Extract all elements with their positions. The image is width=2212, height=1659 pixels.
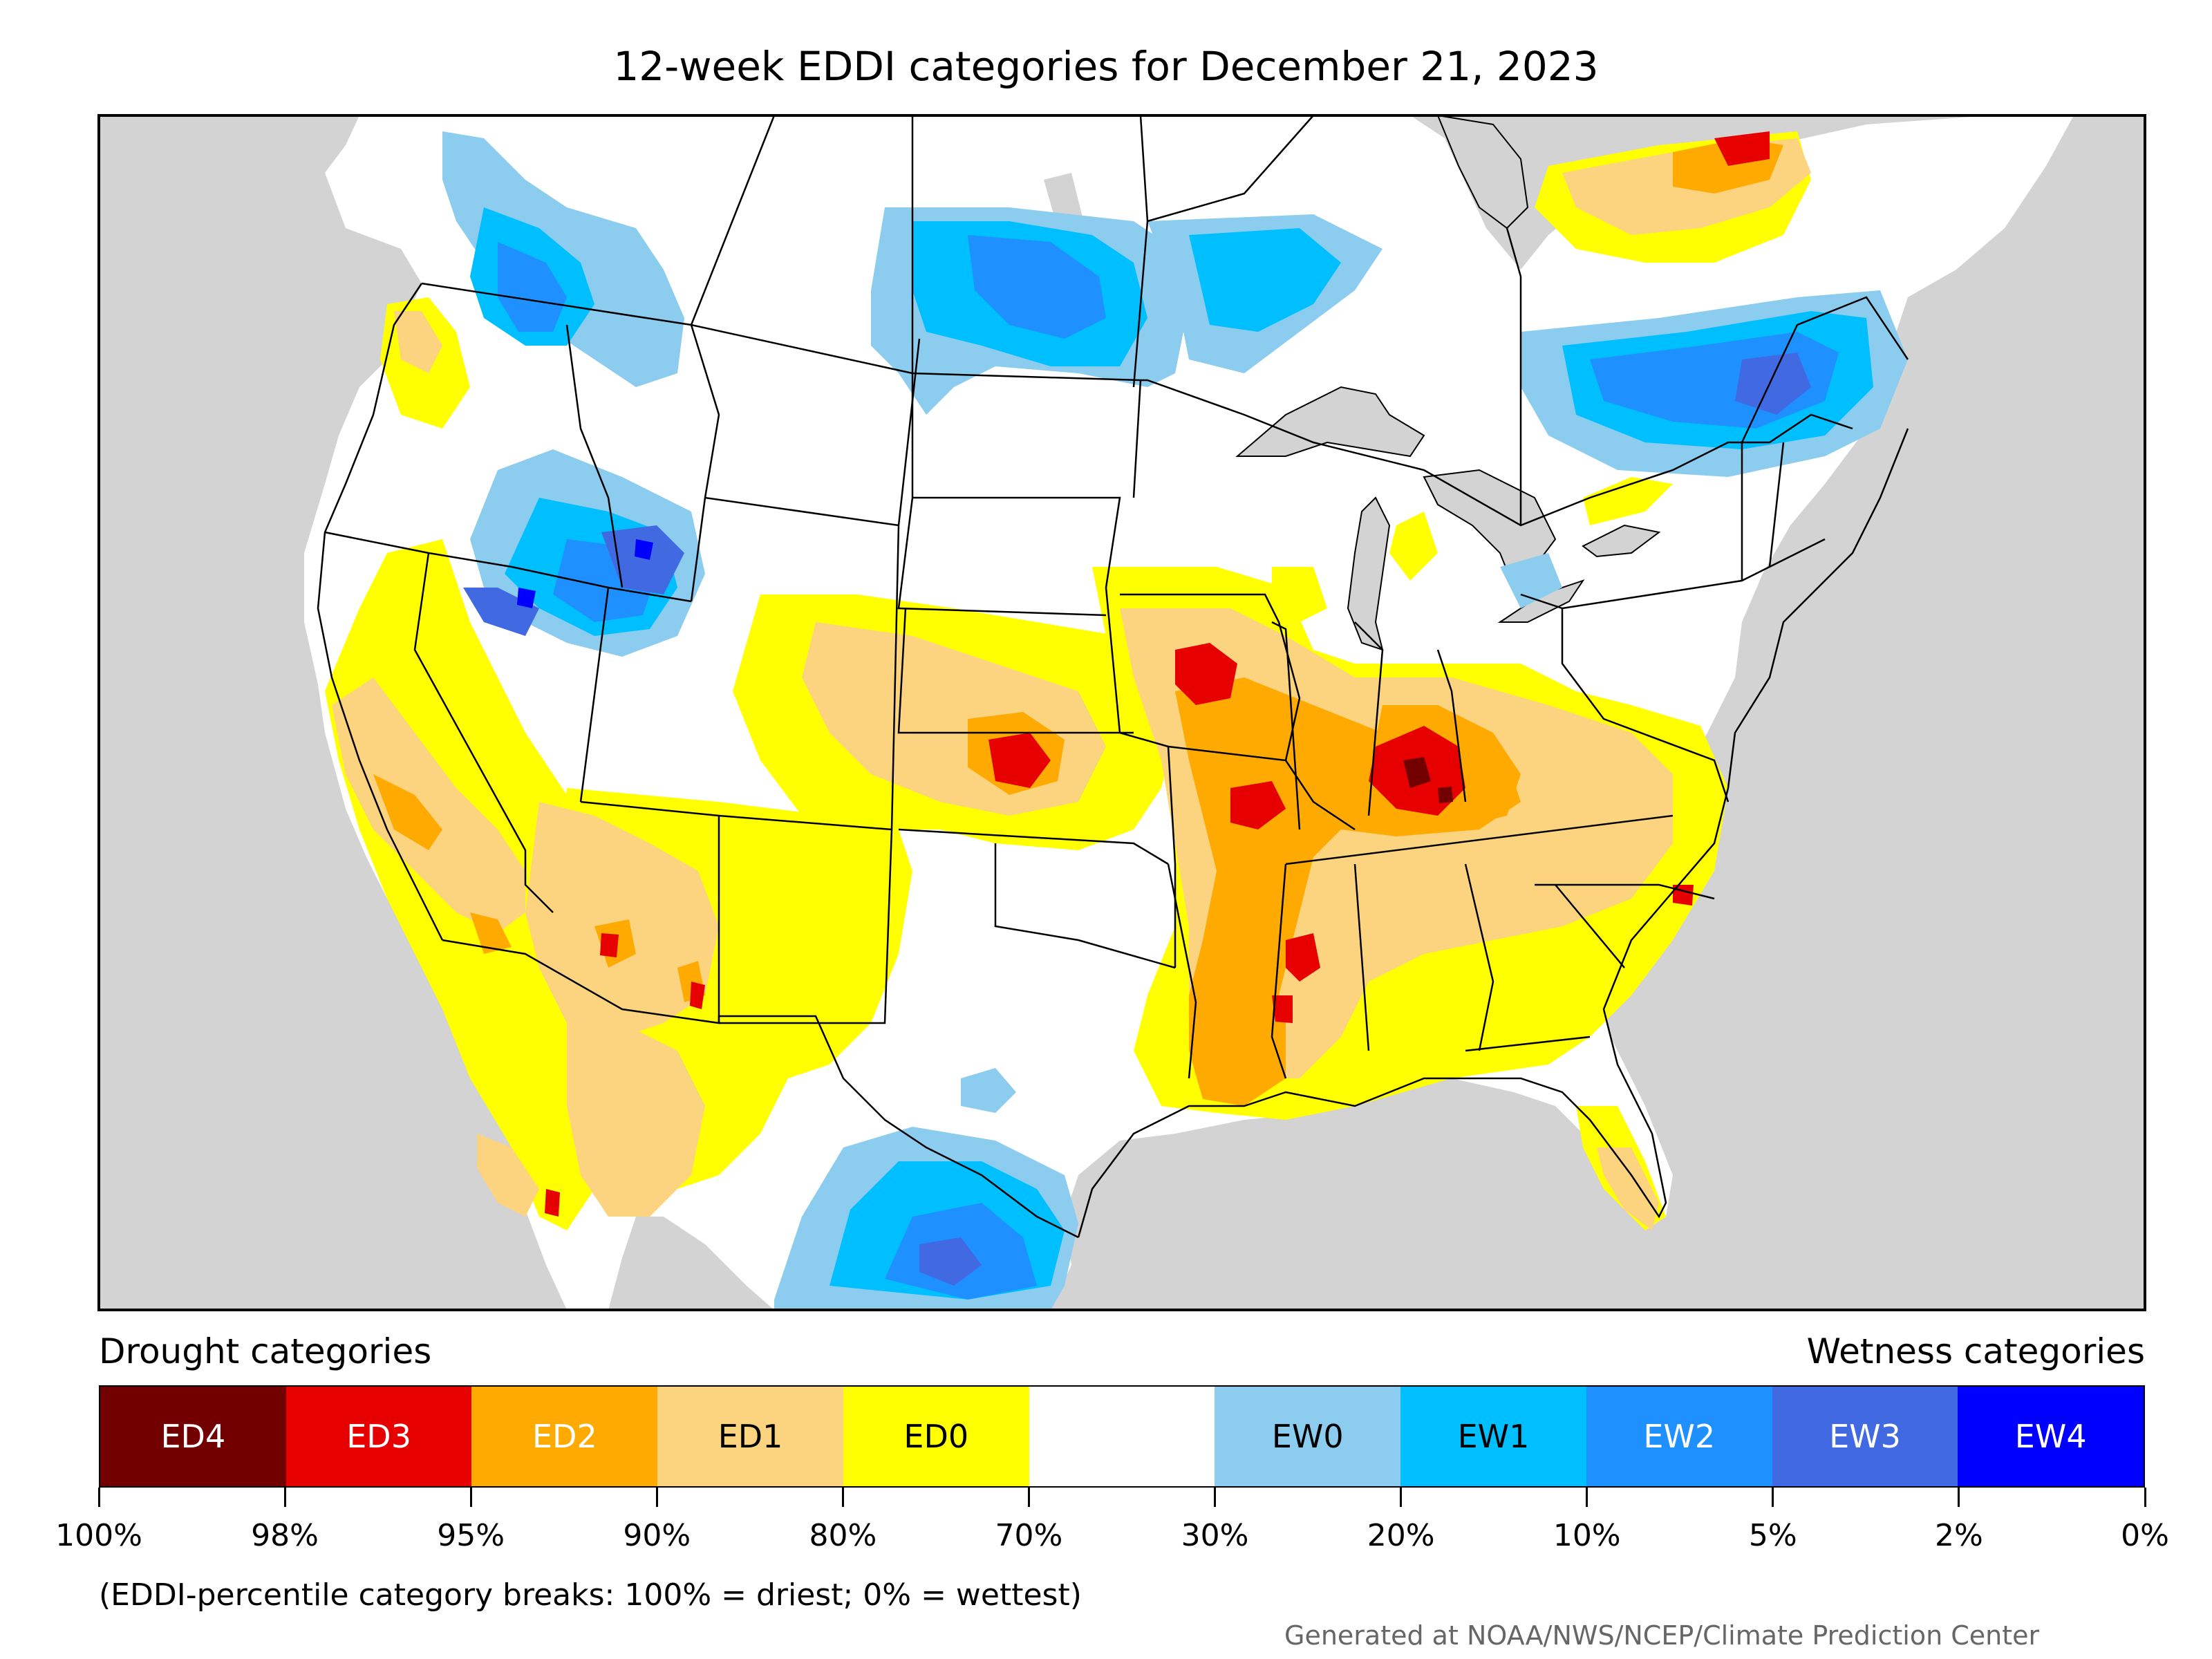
axis-tick-label: 80%	[809, 1518, 877, 1553]
map-title: 12-week EDDI categories for December 21,…	[613, 43, 1599, 90]
axis-tick	[2144, 1488, 2146, 1507]
axis-tick-label: 20%	[1367, 1518, 1435, 1553]
wetness-categories-heading: Wetness categories	[1806, 1331, 2145, 1371]
state-borders-west	[324, 324, 921, 1024]
credit-line: Generated at NOAA/NWS/NCEP/Climate Predi…	[1284, 1620, 2040, 1651]
ed3-kansas	[988, 733, 1051, 788]
map-frame	[97, 114, 2146, 1311]
ed2-louisiana	[1189, 995, 1286, 1106]
axis-tick	[1958, 1488, 1960, 1507]
us-mexico-border	[442, 939, 1079, 1239]
wetness-regions	[442, 131, 1908, 1310]
axis-tick	[1586, 1488, 1588, 1507]
state-borders-central	[897, 373, 1177, 969]
axis-tick-label: 100%	[55, 1518, 142, 1553]
canada-provincial-borders	[690, 115, 1909, 525]
axis-tick-label: 95%	[437, 1518, 505, 1553]
legend-box-ed4: ED4	[100, 1387, 286, 1486]
ew1-ontario	[1189, 228, 1341, 332]
percentile-axis: 100% 98% 95% 90% 80% 70% 30% 20% 10% 5% 2% 0%	[55, 1488, 2169, 1553]
axis-tick	[283, 1488, 286, 1507]
ed1-california	[332, 677, 525, 933]
axis-tick-label: 0%	[2121, 1518, 2169, 1553]
legend-box-ew1: EW1	[1400, 1387, 1586, 1486]
axis-tick	[1027, 1488, 1030, 1507]
axis-tick-label: 5%	[1748, 1518, 1797, 1553]
ew3-quebec	[1735, 353, 1811, 415]
legend-box-ed2: ED2	[471, 1387, 658, 1486]
axis-tick	[841, 1488, 844, 1507]
hudson-bay	[1436, 114, 1529, 229]
legend-box-neutral	[1029, 1387, 1215, 1486]
axis-tick	[97, 1488, 100, 1507]
ew2-pacific-northwest	[498, 242, 567, 332]
ed3-missouri	[1230, 781, 1286, 830]
us-pacific-coastline	[317, 283, 444, 941]
ed1-mexico-northwest	[567, 1023, 705, 1217]
ew3-south-texas	[919, 1237, 982, 1286]
ed3-mississippi	[1272, 933, 1320, 1023]
lake-michigan	[1347, 496, 1391, 651]
legend-box-ew3: EW3	[1772, 1387, 1958, 1486]
ed1-florida	[1597, 1147, 1659, 1230]
eddi-map	[97, 114, 2146, 1311]
ed3-arizona	[600, 933, 705, 1009]
category-breaks-note: (EDDI-percentile category breaks: 100% =…	[99, 1577, 1082, 1613]
ed1-baja	[477, 1134, 539, 1217]
drought-categories-heading: Drought categories	[99, 1331, 432, 1371]
legend-box-ew2: EW2	[1586, 1387, 1772, 1486]
legend-box-ed3: ED3	[285, 1387, 472, 1486]
axis-tick-label: 70%	[995, 1518, 1063, 1553]
legend-box-ew4: EW4	[1958, 1387, 2144, 1486]
ew0-central-texas	[961, 1068, 1016, 1113]
ew0-lake-erie	[1500, 553, 1562, 608]
category-legend: ED4 ED3 ED2 ED1 ED0 EW0 EW1 EW2 EW3 EW4	[99, 1385, 2145, 1488]
ed4-ohio-valley	[1403, 757, 1453, 803]
axis-tick	[1400, 1488, 1403, 1507]
lake-superior	[1235, 386, 1425, 458]
ed3-baja	[545, 1189, 560, 1217]
ew4-idaho	[517, 539, 653, 608]
political-borders	[317, 115, 1909, 1239]
drought-regions	[325, 131, 1811, 1230]
gulf-coastline	[1077, 428, 1909, 1238]
ed1-appalachia	[1535, 733, 1659, 857]
state-borders-east	[1120, 442, 1826, 1079]
axis-tick	[1772, 1488, 1774, 1507]
axis-tick-label: 98%	[251, 1518, 319, 1553]
ed2-southern-california	[373, 774, 512, 954]
legend-box-ed0: ED0	[843, 1387, 1029, 1486]
ed1-pacific-northwest-coast	[394, 311, 442, 373]
us-canada-border	[421, 282, 1853, 527]
axis-tick-label: 2%	[1935, 1518, 1983, 1553]
ew3-idaho	[463, 525, 684, 636]
legend-box-ew0: EW0	[1215, 1387, 1401, 1486]
axis-tick	[1214, 1488, 1217, 1507]
ed0-great-lakes	[1272, 477, 1673, 622]
ed2-arizona	[594, 919, 705, 1002]
lake-ontario	[1582, 524, 1661, 558]
ew2-northern-plains	[968, 235, 1106, 339]
axis-tick-label: 90%	[623, 1518, 691, 1553]
legend-box-ed1: ED1	[657, 1387, 843, 1486]
axis-tick-label: 10%	[1553, 1518, 1621, 1553]
axis-tick-label: 30%	[1181, 1518, 1249, 1553]
axis-tick	[469, 1488, 472, 1507]
ed3-iowa	[1175, 643, 1237, 705]
axis-tick	[655, 1488, 658, 1507]
ed3-quebec	[1714, 131, 1770, 166]
